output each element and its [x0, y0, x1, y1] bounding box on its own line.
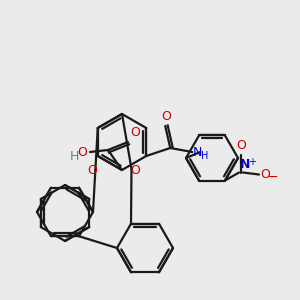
Text: −: − [268, 171, 278, 184]
Text: O: O [161, 110, 171, 123]
Text: O: O [236, 139, 246, 152]
Text: H: H [201, 151, 208, 161]
Text: O: O [130, 126, 140, 139]
Text: O: O [87, 164, 97, 176]
Text: O: O [77, 146, 87, 160]
Text: N: N [193, 146, 203, 158]
Text: O: O [260, 168, 270, 181]
Text: H: H [70, 149, 79, 163]
Text: O: O [130, 164, 140, 177]
Text: +: + [248, 157, 256, 166]
Text: N: N [240, 158, 250, 170]
